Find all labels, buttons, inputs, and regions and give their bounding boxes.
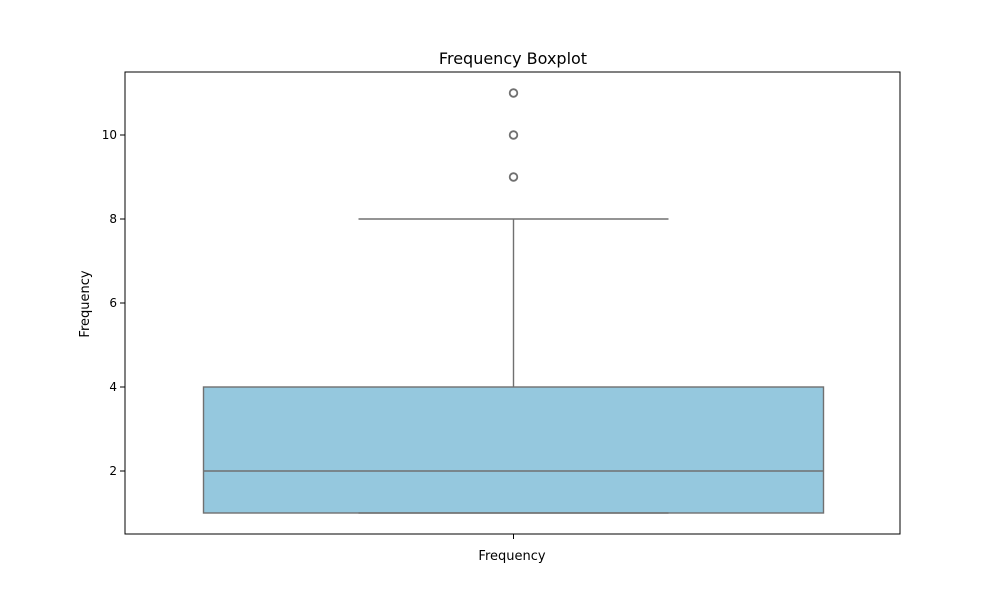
- outlier-point: [508, 130, 519, 140]
- outlier-point: [508, 172, 519, 182]
- chart-title: Frequency Boxplot: [439, 49, 587, 68]
- outlier-point: [508, 88, 519, 98]
- y-tick-label: 2: [109, 464, 117, 478]
- y-tick-label: 4: [109, 380, 117, 394]
- iqr-box: [202, 386, 825, 514]
- x-axis-label: Frequency: [478, 549, 545, 564]
- y-tick-label: 10: [102, 128, 117, 142]
- y-tick-label: 8: [109, 212, 117, 226]
- y-tick-label: 6: [109, 296, 117, 310]
- y-axis-label: Frequency: [78, 270, 93, 337]
